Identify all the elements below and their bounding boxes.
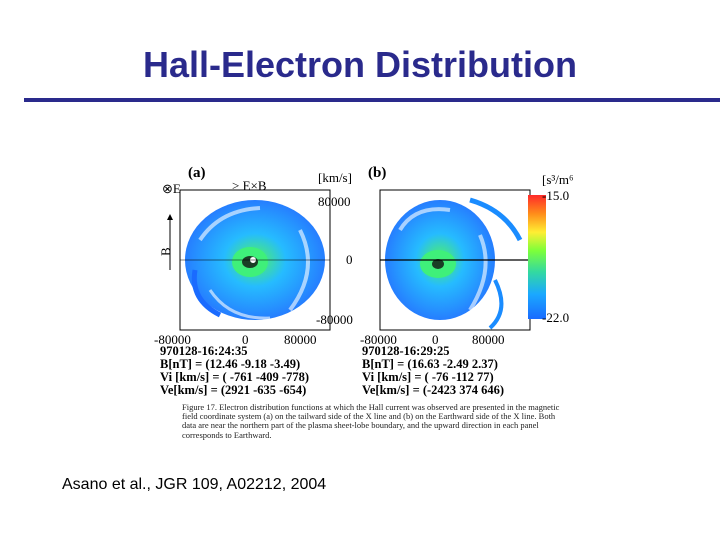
title-underline	[24, 98, 720, 102]
figure-plots	[167, 189, 546, 331]
y-tick-bottom: -80000	[316, 312, 353, 327]
panel-b-ve: Ve[km/s] = (-2423 374 646)	[362, 383, 505, 397]
axis-left-bottom-label: B	[158, 247, 173, 256]
colorbar-min: -22.0	[542, 310, 570, 325]
panel-b-vi: Vi [km/s] = ( -76 -112 77)	[362, 370, 494, 384]
x-tick-b-2: 80000	[472, 332, 505, 347]
x-tick-a-0: -80000	[154, 332, 191, 347]
panel-a-ve: Ve[km/s] = (2921 -635 -654)	[160, 383, 307, 397]
panel-a-vi: Vi [km/s] = ( -761 -409 -778)	[160, 370, 309, 384]
panel-b-b-field: B[nT] = (16.63 -2.49 2.37)	[362, 357, 498, 371]
x-tick-b-1: 0	[432, 332, 439, 347]
figure-caption: Figure 17. Electron distribution functio…	[182, 402, 560, 440]
x-tick-b-0: -80000	[360, 332, 397, 347]
axis-left-top-label: ⊗E	[162, 181, 181, 196]
panel-b-label: (b)	[368, 165, 387, 181]
citation: Asano et al., JGR 109, A02212, 2004	[62, 476, 327, 493]
figure: (a) (b) ⊗E > E×B B [km/s] 80000 0 -80000…	[150, 160, 590, 440]
y-tick-top: 80000	[318, 194, 351, 209]
panel-b-time: 970128-16:29:25	[362, 344, 450, 358]
colorbar-max: -15.0	[542, 188, 570, 203]
x-tick-a-2: 80000	[284, 332, 317, 347]
slide-title: Hall-Electron Distribution	[142, 44, 578, 85]
axis-top-a-label: > E×B	[232, 178, 267, 193]
unit-velocity-label: [km/s]	[318, 170, 352, 185]
panel-a-label: (a)	[188, 165, 206, 181]
panel-a-b-field: B[nT] = (12.46 -9.18 -3.49)	[160, 357, 301, 371]
y-tick-mid: 0	[346, 252, 353, 267]
colorbar	[528, 195, 546, 319]
colorbar-unit: [s³/m⁶	[542, 172, 574, 187]
x-tick-a-1: 0	[242, 332, 249, 347]
panel-a-time: 970128-16:24:35	[160, 344, 248, 358]
